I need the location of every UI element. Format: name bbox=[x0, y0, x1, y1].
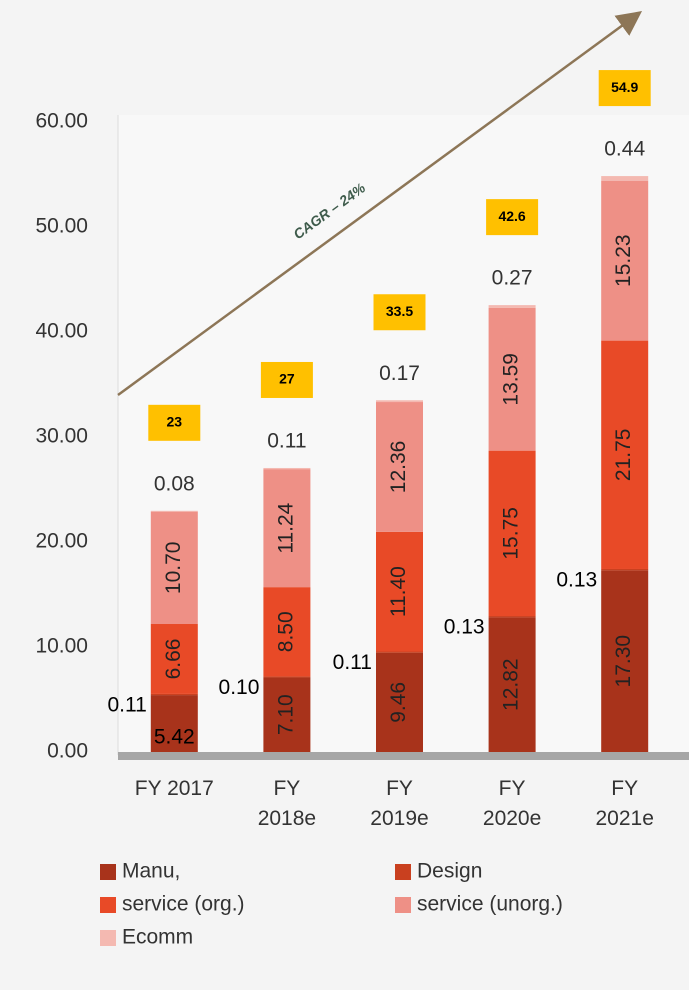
data-label: 0.11 bbox=[107, 693, 146, 716]
data-label: 0.13 bbox=[444, 616, 485, 639]
x-tick-label: FY 2019e bbox=[370, 777, 429, 830]
x-tick-label: FY 2018e bbox=[257, 777, 317, 830]
y-tick-label: 10.00 bbox=[35, 635, 88, 658]
bar-segment bbox=[601, 570, 649, 752]
data-label: 15.75 bbox=[500, 507, 523, 560]
legend-label: Ecomm bbox=[122, 926, 193, 949]
bar-segment bbox=[601, 180, 649, 341]
bar-segment bbox=[488, 305, 536, 308]
data-label: 9.46 bbox=[387, 682, 410, 723]
total-box bbox=[486, 199, 539, 236]
bar-segment bbox=[376, 402, 423, 532]
y-tick-label: 0.00 bbox=[47, 740, 88, 763]
bar-segment bbox=[376, 531, 423, 652]
trend-arrow bbox=[117, 11, 643, 397]
total-label: 54.9 bbox=[611, 79, 638, 95]
data-label: 11.24 bbox=[274, 502, 297, 553]
data-label: 13.59 bbox=[500, 353, 523, 406]
data-label: 0.11 bbox=[267, 430, 306, 453]
legend-label: Manu, bbox=[122, 860, 180, 883]
bar-segment bbox=[376, 652, 423, 752]
x-tick-label: FY 2021e bbox=[595, 777, 654, 830]
data-label: 0.17 bbox=[379, 362, 420, 385]
bar-segment bbox=[376, 651, 423, 653]
total-box bbox=[260, 361, 313, 398]
total-label: 27 bbox=[279, 371, 295, 387]
legend-label: service (unorg.) bbox=[417, 893, 563, 916]
legend-swatch bbox=[100, 897, 116, 913]
data-label: 6.66 bbox=[162, 639, 185, 680]
data-label: 15.23 bbox=[612, 234, 635, 287]
y-tick-label: 20.00 bbox=[35, 530, 88, 553]
bar-segment bbox=[263, 469, 311, 588]
data-label: 17.30 bbox=[612, 635, 635, 688]
legend-swatch bbox=[395, 864, 411, 880]
x-tick-label-box: FY 2021e bbox=[595, 777, 654, 830]
bar-segment bbox=[263, 467, 311, 470]
bar-segment bbox=[488, 617, 536, 752]
bar-segment bbox=[150, 624, 198, 694]
bar-segment bbox=[601, 340, 649, 569]
x-tick-label: FY 2017 bbox=[134, 777, 214, 800]
data-label: 0.11 bbox=[333, 651, 372, 674]
legend-label: service (org.) bbox=[122, 893, 245, 916]
total-box bbox=[148, 404, 201, 441]
data-label: 0.10 bbox=[219, 676, 260, 699]
bar-segment bbox=[488, 450, 536, 617]
x-tick-label: FY 2020e bbox=[482, 777, 542, 830]
bar-segment bbox=[263, 587, 311, 677]
data-label: 7.10 bbox=[274, 694, 297, 735]
total-label: 42.6 bbox=[498, 208, 525, 224]
data-label: 12.82 bbox=[500, 658, 523, 711]
bar-segment bbox=[150, 510, 198, 512]
bar-segment bbox=[376, 400, 423, 403]
x-tick-label-box: FY 2019e bbox=[370, 777, 429, 830]
bar-segment bbox=[601, 176, 649, 181]
data-label: 11.40 bbox=[387, 566, 410, 617]
bar-segment bbox=[488, 616, 536, 618]
y-tick-label: 30.00 bbox=[35, 425, 88, 448]
data-label: 5.42 bbox=[154, 726, 195, 749]
y-tick-label: 50.00 bbox=[35, 215, 88, 238]
total-label: 33.5 bbox=[386, 303, 413, 319]
data-label: 12.36 bbox=[387, 441, 410, 494]
bar-segment bbox=[150, 693, 198, 696]
bar-segment bbox=[488, 307, 536, 451]
legend-swatch bbox=[100, 930, 116, 946]
bar-segment bbox=[263, 677, 311, 752]
bar-segment bbox=[150, 695, 198, 752]
data-label: 0.27 bbox=[492, 267, 533, 290]
legend-swatch bbox=[100, 864, 116, 880]
bar-segment bbox=[150, 511, 198, 625]
x-tick-label-box: FY 2017 bbox=[134, 777, 214, 800]
y-tick-label: 60.00 bbox=[35, 110, 88, 133]
data-label: 8.50 bbox=[274, 611, 297, 652]
data-label: 0.13 bbox=[556, 569, 597, 592]
x-tick-label-box: FY 2018e bbox=[257, 777, 317, 830]
total-label: 23 bbox=[167, 414, 183, 430]
y-tick-label: 40.00 bbox=[35, 320, 88, 343]
legend-label: Design bbox=[417, 860, 482, 883]
total-box bbox=[373, 294, 426, 331]
bar-segment bbox=[601, 568, 649, 571]
legend-swatch bbox=[395, 897, 411, 913]
data-label: 0.44 bbox=[604, 138, 645, 161]
total-box bbox=[598, 70, 651, 107]
data-label: 21.75 bbox=[612, 429, 635, 482]
x-axis bbox=[118, 752, 689, 760]
data-label: 0.08 bbox=[154, 472, 195, 495]
x-tick-label-box: FY 2020e bbox=[482, 777, 542, 830]
data-label: 10.70 bbox=[162, 542, 185, 595]
bar-segment bbox=[263, 676, 311, 678]
